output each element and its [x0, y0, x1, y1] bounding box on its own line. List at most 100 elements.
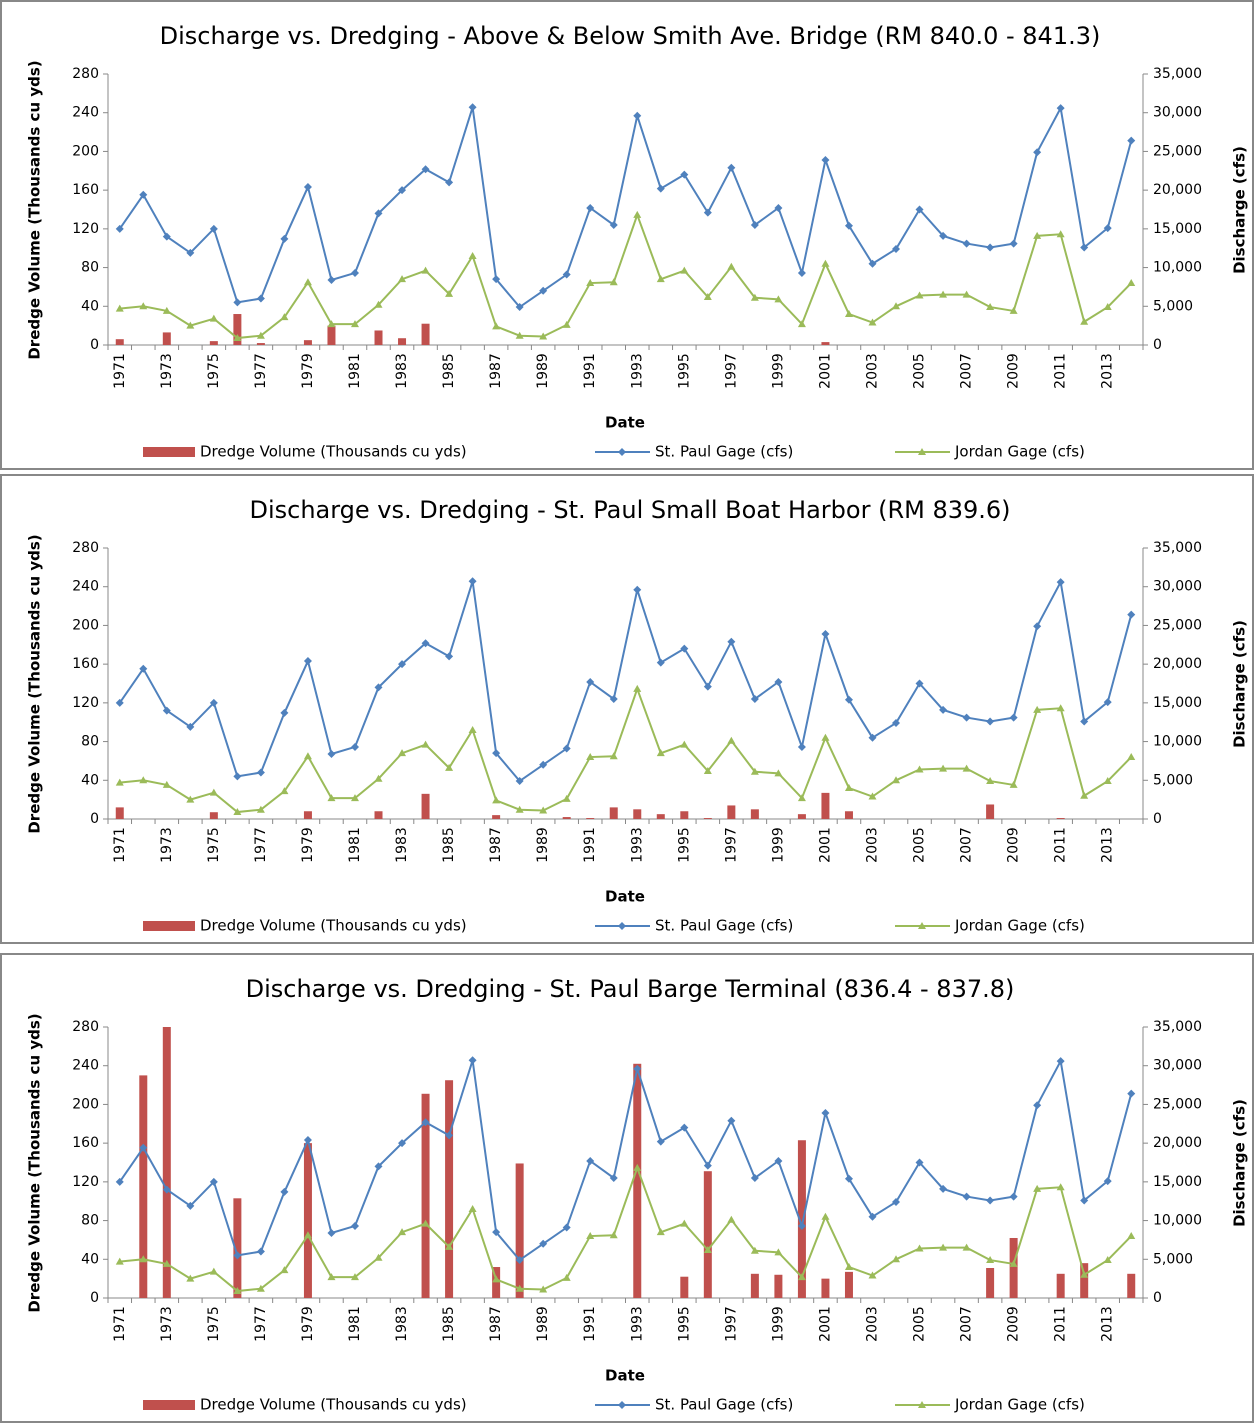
bar — [1080, 1263, 1089, 1298]
legend-label: Dredge Volume (Thousands cu yds) — [200, 1396, 467, 1414]
marker — [774, 1156, 783, 1165]
marker — [327, 275, 336, 284]
marker — [186, 1274, 195, 1282]
marker — [633, 111, 642, 120]
marker — [468, 725, 477, 733]
marker — [374, 774, 383, 782]
marker — [750, 1173, 759, 1182]
marker — [821, 259, 830, 267]
x-tick-label: 2011 — [1053, 1306, 1069, 1342]
bar — [656, 814, 665, 819]
marker — [186, 722, 195, 731]
legend-label: St. Paul Gage (cfs) — [655, 1396, 793, 1414]
marker — [821, 733, 830, 741]
line — [118, 105, 1133, 309]
legend-swatch — [143, 921, 195, 931]
marker — [374, 683, 383, 692]
x-tick-label: 1989 — [535, 1306, 551, 1342]
x-tick-label: 1987 — [488, 827, 504, 863]
marker — [1127, 136, 1136, 145]
marker — [680, 266, 689, 274]
marker — [797, 742, 806, 751]
legend-marker — [618, 922, 626, 930]
bar — [421, 323, 430, 345]
y2-tick-label: 0 — [1153, 337, 1162, 353]
x-tick-label: 1983 — [394, 827, 410, 863]
y-tick-label: 160 — [72, 182, 99, 198]
bar — [374, 811, 383, 819]
marker — [468, 1204, 477, 1212]
x-tick-label: 2005 — [912, 353, 928, 389]
y-tick-label: 0 — [90, 1290, 99, 1306]
marker — [1009, 713, 1018, 722]
marker — [256, 1247, 265, 1256]
marker — [1056, 1057, 1065, 1066]
y2-axis-label: Discharge (cfs) — [1231, 620, 1249, 748]
marker — [398, 275, 407, 283]
bar — [327, 325, 336, 345]
marker — [609, 752, 618, 760]
marker — [892, 718, 901, 727]
marker — [186, 248, 195, 257]
y-tick-label: 200 — [72, 617, 99, 633]
marker — [586, 279, 595, 287]
marker — [915, 679, 924, 688]
marker — [327, 794, 336, 802]
marker — [915, 1158, 924, 1167]
marker — [703, 292, 712, 300]
bar — [1056, 818, 1065, 819]
marker — [727, 736, 736, 744]
y-tick-label: 240 — [72, 105, 99, 121]
marker — [727, 1215, 736, 1223]
marker — [303, 657, 312, 666]
x-tick-label: 2001 — [817, 1306, 833, 1342]
marker — [327, 1228, 336, 1237]
x-tick-label: 2001 — [817, 827, 833, 863]
x-tick-label: 1971 — [112, 353, 128, 389]
marker — [445, 763, 454, 771]
y-tick-label: 0 — [90, 337, 99, 353]
legend-marker — [618, 448, 626, 456]
marker — [1103, 224, 1112, 233]
x-tick-label: 2013 — [1100, 1306, 1116, 1342]
y2-tick-label: 35,000 — [1153, 66, 1202, 82]
marker — [1056, 230, 1065, 238]
marker — [727, 637, 736, 646]
x-tick-label: 1985 — [441, 353, 457, 389]
marker — [750, 1246, 759, 1254]
marker — [633, 1064, 642, 1073]
marker — [1103, 303, 1112, 311]
marker — [280, 234, 289, 243]
bar — [139, 1075, 148, 1298]
y-tick-label: 40 — [81, 1251, 99, 1267]
marker — [280, 1266, 289, 1274]
y2-tick-label: 15,000 — [1153, 221, 1202, 237]
x-tick-label: 1989 — [535, 353, 551, 389]
marker — [915, 765, 924, 773]
x-tick-label: 2003 — [864, 1306, 880, 1342]
marker — [962, 1243, 971, 1251]
marker — [750, 767, 759, 775]
bar — [750, 1273, 759, 1298]
x-tick-label: 1995 — [676, 353, 692, 389]
marker — [844, 695, 853, 704]
marker — [986, 717, 995, 726]
marker — [280, 313, 289, 321]
marker — [445, 1242, 454, 1250]
x-tick-label: 1983 — [394, 1306, 410, 1342]
bar — [703, 1171, 712, 1298]
marker — [656, 1137, 665, 1146]
marker — [1080, 717, 1089, 726]
legend-marker — [618, 1401, 626, 1409]
y-tick-label: 280 — [72, 66, 99, 82]
marker — [468, 103, 477, 112]
bar — [1127, 1273, 1136, 1298]
marker — [280, 787, 289, 795]
line — [119, 211, 1132, 340]
y-tick-label: 200 — [72, 143, 99, 159]
marker — [256, 768, 265, 777]
bar — [633, 809, 642, 819]
y2-tick-label: 25,000 — [1153, 617, 1202, 633]
y-axis-label: Dredge Volume (Thousands cu yds) — [26, 1013, 44, 1312]
bar — [115, 807, 124, 819]
